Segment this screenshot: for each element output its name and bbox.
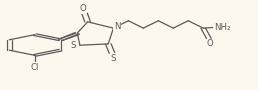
- Text: N: N: [114, 22, 120, 31]
- Text: Cl: Cl: [31, 63, 39, 72]
- Text: NH₂: NH₂: [214, 23, 231, 32]
- Text: S: S: [71, 41, 76, 50]
- Text: O: O: [207, 39, 214, 48]
- Text: O: O: [80, 4, 87, 13]
- Text: S: S: [111, 54, 116, 63]
